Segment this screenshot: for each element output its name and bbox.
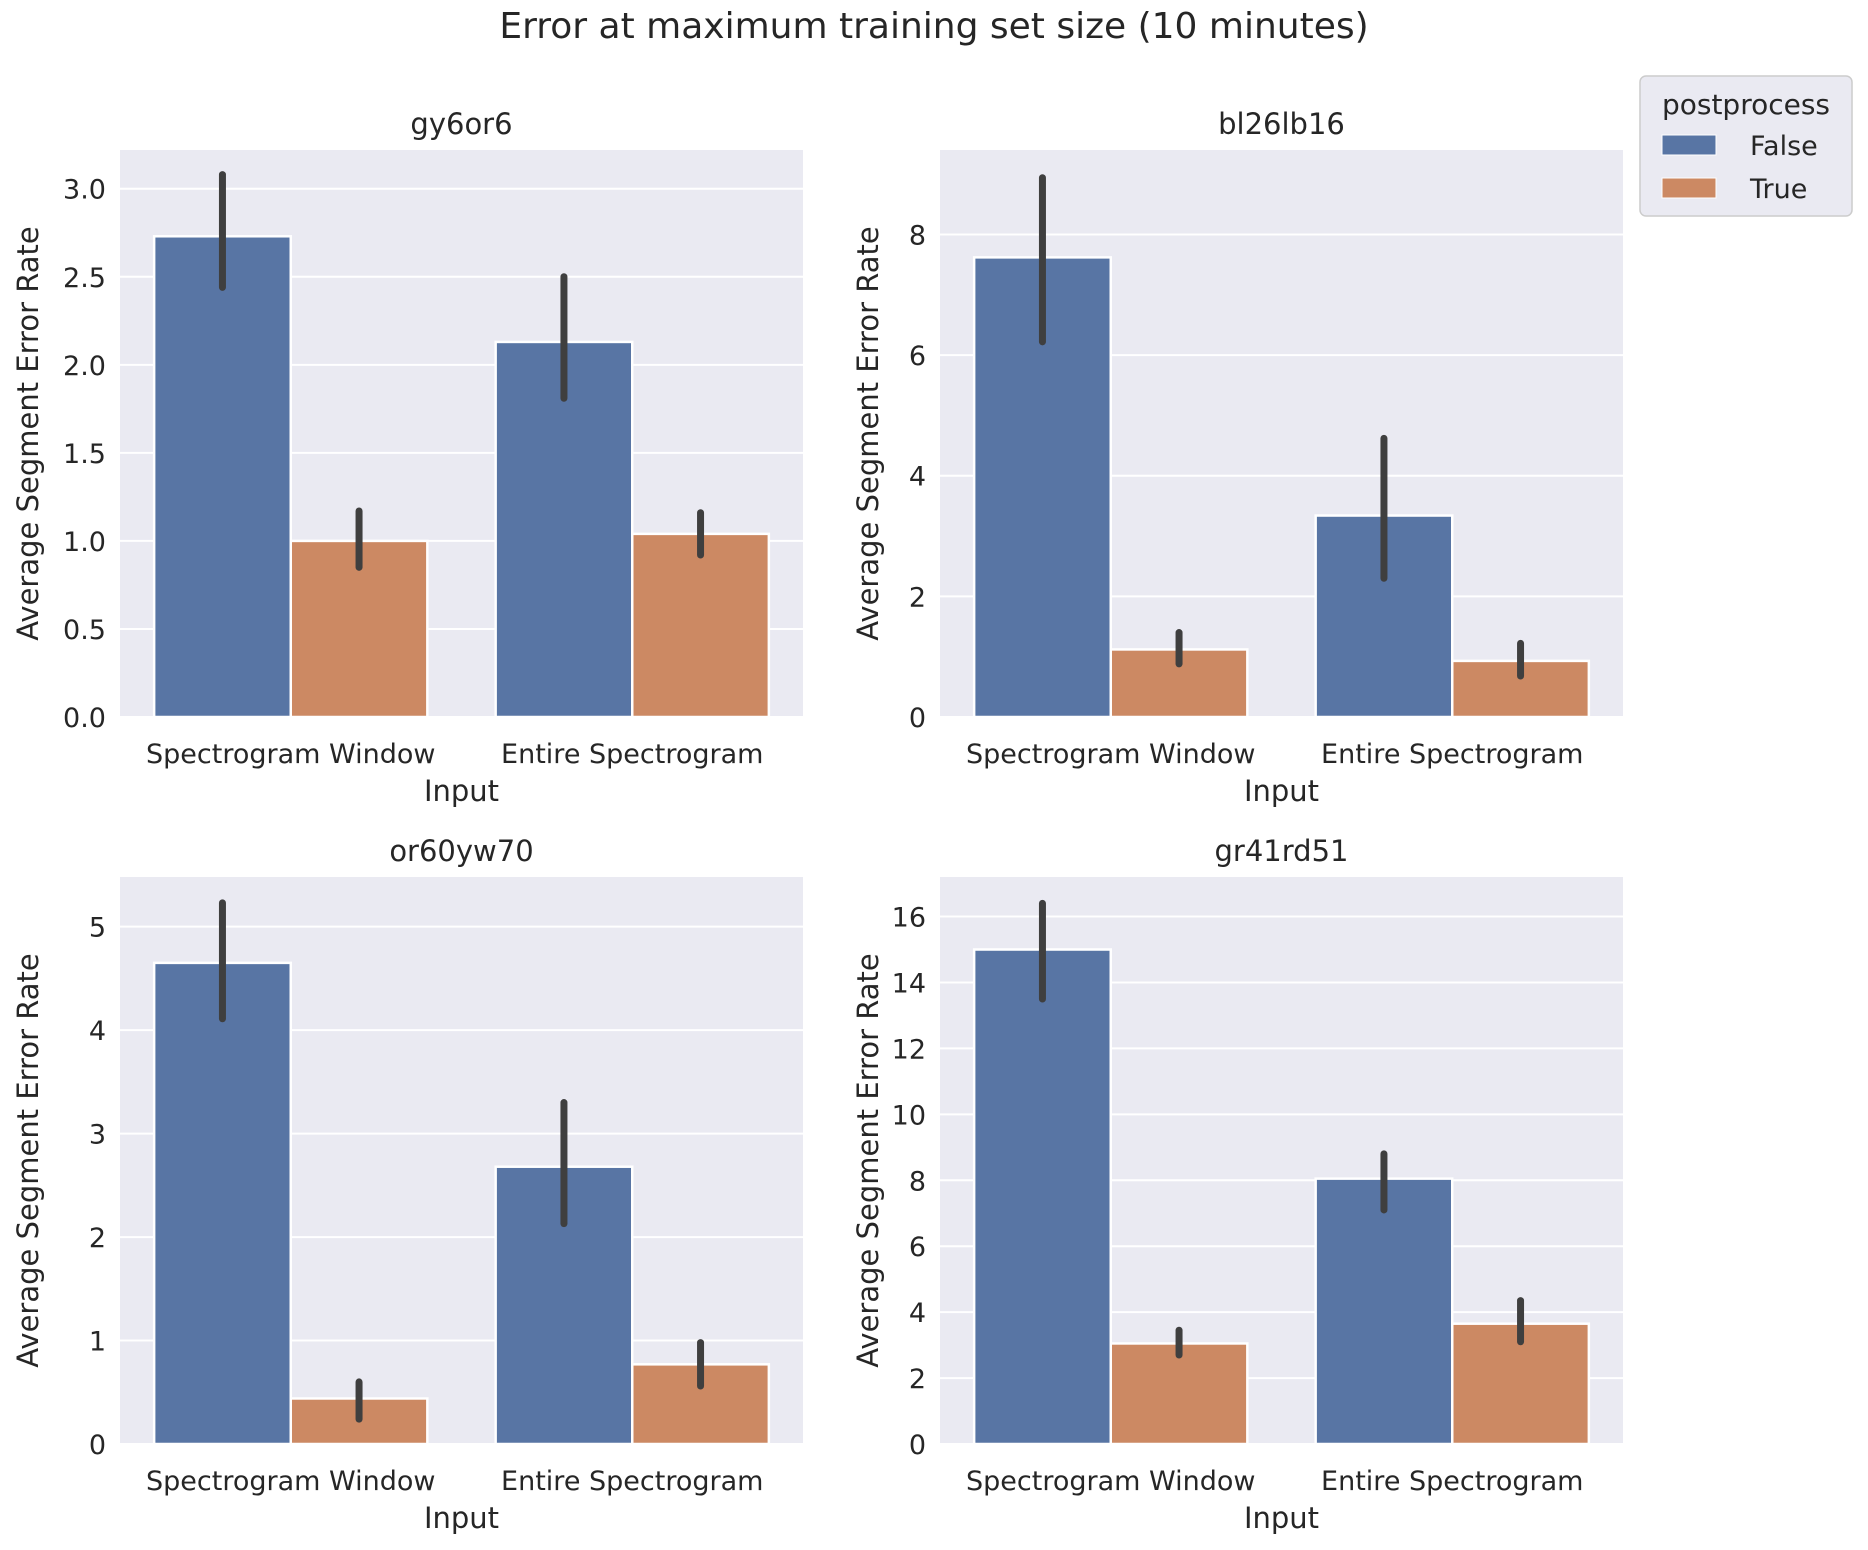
x-tick-label: Spectrogram Window bbox=[966, 1466, 1255, 1497]
y-tick-label: 1.0 bbox=[63, 527, 106, 558]
y-axis-label: Average Segment Error Rate bbox=[851, 226, 885, 640]
legend-swatch-true bbox=[1661, 177, 1717, 199]
y-tick-label: 2 bbox=[909, 582, 926, 613]
bar bbox=[152, 961, 292, 1446]
y-tick-label: 8 bbox=[909, 220, 926, 251]
y-tick-label: 1.5 bbox=[63, 439, 106, 470]
figure-title: Error at maximum training set size (10 m… bbox=[499, 6, 1368, 47]
legend-label-true: True bbox=[1749, 174, 1807, 205]
bar bbox=[494, 340, 634, 719]
bar bbox=[1109, 1342, 1249, 1446]
y-tick-label: 0 bbox=[909, 703, 926, 734]
bar bbox=[972, 948, 1113, 1446]
y-tick-label: 8 bbox=[909, 1166, 926, 1197]
bar bbox=[631, 532, 771, 719]
y-tick-label: 3.0 bbox=[63, 175, 106, 206]
y-tick-label: 2.0 bbox=[63, 351, 106, 382]
y-tick-label: 14 bbox=[892, 968, 926, 999]
x-tick-label: Spectrogram Window bbox=[966, 739, 1255, 770]
legend-title: postprocess bbox=[1662, 88, 1830, 121]
y-tick-label: 0.5 bbox=[63, 615, 106, 646]
y-tick-label: 0 bbox=[909, 1430, 926, 1461]
y-tick-label: 5 bbox=[89, 913, 106, 944]
x-axis-label: Input bbox=[1244, 1501, 1319, 1535]
x-tick-label: Entire Spectrogram bbox=[501, 1466, 763, 1497]
subplot-or60yw70: 0 1 2 3 4 5 Spectrogram Window Entire Spectrogr… bbox=[11, 834, 803, 1535]
subplot-gy6or6: 0.0 0.5 1.0 1.5 2.0 2.5 3.0 Spectrogram Window E… bbox=[11, 107, 803, 808]
subplot-title: gr41rd51 bbox=[1215, 834, 1349, 868]
y-tick-label: 2 bbox=[89, 1223, 106, 1254]
legend-swatch-false bbox=[1661, 134, 1717, 156]
y-tick-label: 16 bbox=[892, 903, 926, 934]
bar bbox=[152, 235, 292, 719]
y-tick-label: 0.0 bbox=[63, 703, 106, 734]
legend-label-false: False bbox=[1750, 131, 1818, 162]
x-tick-label: Spectrogram Window bbox=[146, 1466, 435, 1497]
y-tick-label: 10 bbox=[892, 1100, 926, 1131]
x-axis-label: Input bbox=[424, 774, 499, 808]
subplot-title: or60yw70 bbox=[389, 834, 533, 868]
y-axis-label: Average Segment Error Rate bbox=[851, 953, 885, 1367]
x-axis-label: Input bbox=[1244, 774, 1319, 808]
legend: postprocess False True bbox=[1639, 75, 1853, 217]
y-tick-label: 1 bbox=[89, 1327, 106, 1358]
subplot-gr41rd51: 0 2 4 6 8 10 12 14 16 Spectrogram Window Entire Sp… bbox=[851, 834, 1623, 1535]
y-tick-label: 4 bbox=[89, 1016, 106, 1047]
y-tick-label: 0 bbox=[89, 1430, 106, 1461]
x-axis-label: Input bbox=[424, 1501, 499, 1535]
y-tick-label: 2.5 bbox=[63, 263, 106, 294]
y-tick-label: 4 bbox=[909, 462, 926, 493]
x-tick-label: Spectrogram Window bbox=[146, 739, 435, 770]
y-tick-label: 12 bbox=[892, 1034, 926, 1065]
subplot-title: bl26lb16 bbox=[1218, 107, 1345, 141]
x-tick-label: Entire Spectrogram bbox=[1321, 1466, 1583, 1497]
y-tick-label: 4 bbox=[909, 1298, 926, 1329]
y-axis-label: Average Segment Error Rate bbox=[11, 226, 45, 640]
y-axis-label: Average Segment Error Rate bbox=[11, 953, 45, 1367]
subplot-bl26lb16: 0 2 4 6 8 Spectrogram Window Entire Spectrogra… bbox=[851, 107, 1623, 808]
y-tick-label: 3 bbox=[89, 1120, 106, 1151]
y-tick-label: 6 bbox=[909, 1232, 926, 1263]
x-tick-label: Entire Spectrogram bbox=[501, 739, 763, 770]
x-tick-label: Entire Spectrogram bbox=[1321, 739, 1583, 770]
y-tick-label: 6 bbox=[909, 341, 926, 372]
y-tick-label: 2 bbox=[909, 1364, 926, 1395]
bar bbox=[1314, 1177, 1454, 1446]
subplot-title: gy6or6 bbox=[410, 107, 512, 141]
